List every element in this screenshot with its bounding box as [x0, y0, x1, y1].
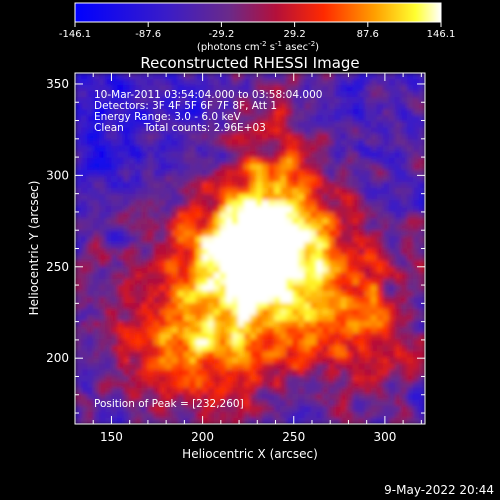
colorbar-tick-label: -29.2: [208, 29, 234, 40]
y-tick-label: 250: [46, 260, 69, 274]
x-axis-label: Heliocentric X (arcsec): [182, 447, 318, 461]
annotation-line: Detectors: 3F 4F 5F 6F 7F 8F, Att 1: [94, 100, 277, 112]
timestamp: 9-May-2022 20:44: [384, 483, 494, 497]
colorbar-unit-label: (photons cm-2 s-1 asec-2): [197, 40, 319, 53]
annotation-line: Clean Total counts: 2.96E+03: [94, 122, 266, 134]
x-tick-label: 300: [373, 430, 396, 444]
x-tick-label: 150: [100, 430, 123, 444]
colorbar-tick-label: 87.6: [357, 29, 379, 40]
annotation-line: 10-Mar-2011 03:54:04.000 to 03:58:04.000: [94, 89, 322, 101]
x-tick-label: 200: [191, 430, 214, 444]
colorbar-tick-label: -146.1: [59, 29, 91, 40]
y-tick-label: 350: [46, 77, 69, 91]
axis-ticks: 150 200 250 300 200 250 300 350: [46, 73, 425, 444]
colorbar-tick-label: -87.6: [135, 29, 161, 40]
annotation-line: Energy Range: 3.0 - 6.0 keV: [94, 111, 242, 123]
colorbar-tick-label: 29.2: [283, 29, 305, 40]
y-axis-label: Heliocentric Y (arcsec): [27, 181, 41, 316]
chart-title: Reconstructed RHESSI Image: [140, 54, 359, 72]
colorbar: [74, 2, 442, 23]
colorbar-tick-label: 146.1: [427, 29, 456, 40]
peak-position-label: Position of Peak = [232,260]: [94, 398, 244, 410]
y-tick-label: 300: [46, 168, 69, 182]
annotation-block: 10-Mar-2011 03:54:04.000 to 03:58:04.000…: [94, 89, 322, 134]
y-tick-label: 200: [46, 351, 69, 365]
colorbar-ticks: -146.1 -87.6 -29.2 29.2 87.6 146.1: [59, 22, 455, 40]
x-tick-label: 250: [282, 430, 305, 444]
heatmap-image: [75, 73, 425, 424]
